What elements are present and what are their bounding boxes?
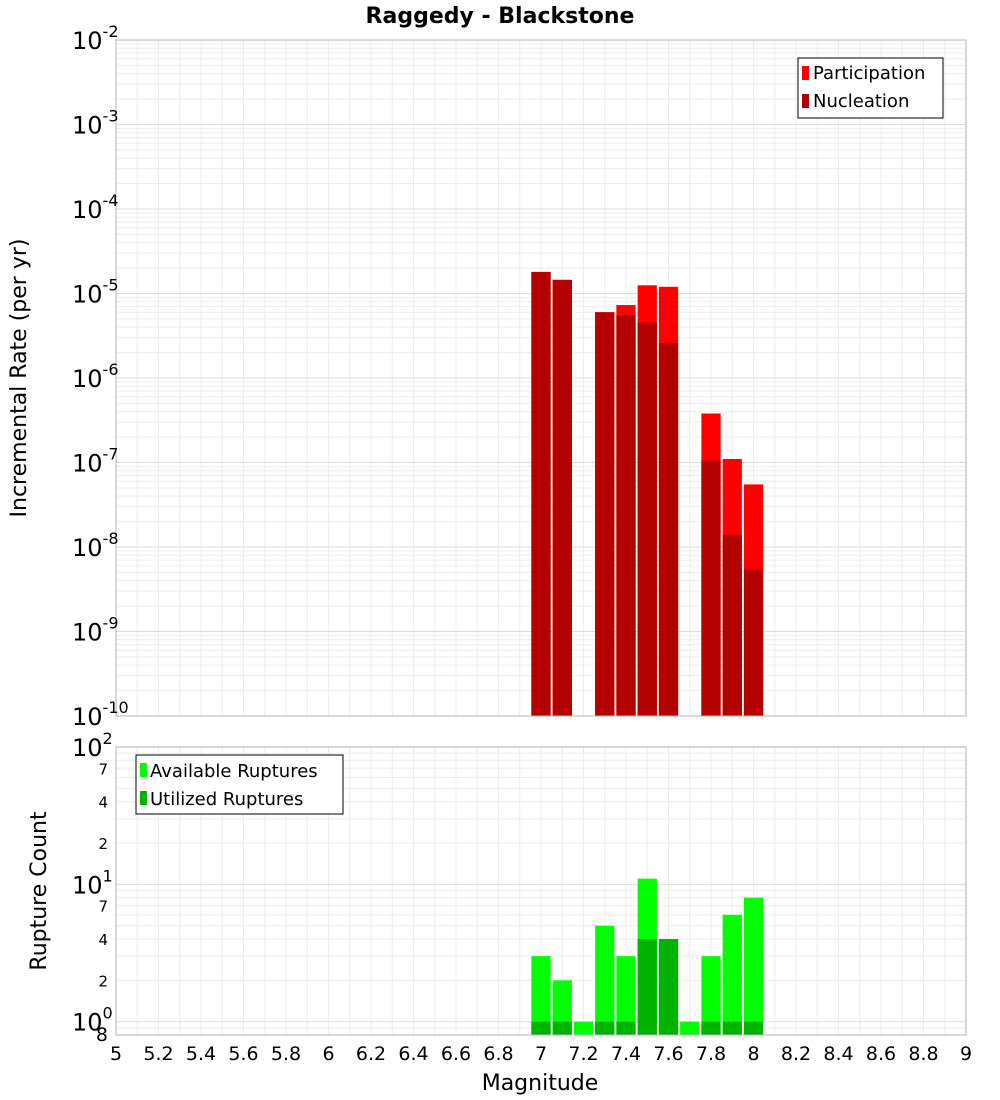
bar-utilized-ruptures-7.4 xyxy=(616,1021,636,1035)
legend-swatch-participation xyxy=(802,66,809,80)
top-legend: Participation Nucleation xyxy=(797,57,944,119)
x-tick-label: 5 xyxy=(110,1043,122,1065)
x-tick-label: 5.8 xyxy=(271,1043,301,1065)
x-tick-label: 6.8 xyxy=(483,1043,513,1065)
bottom-y-minor-tick-label: 2 xyxy=(98,972,108,990)
bar-utilized-ruptures-7 xyxy=(531,1021,551,1035)
bar-nucleation-7 xyxy=(531,271,551,716)
bottom-y-tick-label: 100 xyxy=(72,1004,113,1037)
x-axis-label: Magnitude xyxy=(482,1071,599,1096)
bar-utilized-ruptures-7.6 xyxy=(658,939,679,1035)
x-tick-label: 7.4 xyxy=(611,1043,641,1065)
bar-nucleation-8 xyxy=(743,568,764,716)
x-tick-label: 9 xyxy=(960,1043,972,1065)
top-bars xyxy=(531,271,764,716)
bar-utilized-ruptures-7.3 xyxy=(595,1021,615,1035)
bottom-y-axis-label: Rupture Count xyxy=(27,811,52,971)
bar-available-ruptures-7.7 xyxy=(680,1021,700,1035)
top-y-tick-label: 10-4 xyxy=(72,191,119,224)
top-y-tick-label: 10-5 xyxy=(72,276,119,309)
x-tick-label: 7 xyxy=(535,1043,547,1065)
top-legend-box xyxy=(797,57,944,119)
top-y-axis-label: Incremental Rate (per yr) xyxy=(7,239,32,518)
bar-utilized-ruptures-8 xyxy=(743,1021,764,1035)
top-plot-frame xyxy=(115,39,967,717)
x-tick-label: 6.6 xyxy=(441,1043,471,1065)
bar-nucleation-7.5 xyxy=(637,322,657,716)
x-tick-label: 5.2 xyxy=(143,1043,173,1065)
bar-nucleation-7.9 xyxy=(722,534,742,716)
x-tick-label: 6.2 xyxy=(356,1043,386,1065)
legend-label-nucleation: Nucleation xyxy=(813,91,909,112)
bottom-bars xyxy=(531,878,764,1035)
bottom-y-minor-tick-label: 2 xyxy=(98,835,108,853)
bar-nucleation-7.4 xyxy=(616,315,636,716)
legend-swatch-nucleation xyxy=(802,94,809,108)
top-y-tick-label: 10-7 xyxy=(72,445,119,478)
x-tick-label: 7.8 xyxy=(696,1043,726,1065)
bottom-y-tick-labels: 102 101 100 7 4 2 7 4 2 8 xyxy=(72,729,113,1046)
x-tick-label: 8 xyxy=(747,1043,759,1065)
chart-title: Raggedy - Blackstone xyxy=(366,4,635,29)
bottom-y-minor-tick-label: 4 xyxy=(98,794,108,812)
bottom-y-tick-label: 101 xyxy=(72,866,113,899)
top-y-tick-label: 10-6 xyxy=(72,360,119,393)
top-y-tick-label: 10-3 xyxy=(72,107,119,140)
x-tick-label: 8.6 xyxy=(866,1043,896,1065)
bottom-y-minor-tick-label: 4 xyxy=(98,931,108,949)
bar-nucleation-7.6 xyxy=(658,342,679,716)
top-y-tick-label: 10-10 xyxy=(72,698,129,731)
bottom-y-minor-tick-label: 7 xyxy=(98,898,108,916)
legend-label-participation: Participation xyxy=(813,63,925,84)
x-tick-labels: 5 5.2 5.4 5.6 5.8 6 6.2 6.4 6.6 6.8 7 7.2 7.4 7.6 7.8 8… xyxy=(110,1043,972,1065)
legend-swatch-available-ruptures xyxy=(140,763,147,777)
bar-nucleation-7.1 xyxy=(552,279,572,716)
bar-available-ruptures-7.3 xyxy=(595,925,615,1035)
legend-swatch-utilized-ruptures xyxy=(140,791,147,805)
top-y-tick-label: 10-2 xyxy=(72,22,119,55)
bottom-y-tick-label: 102 xyxy=(72,729,113,762)
legend-label-utilized-ruptures: Utilized Ruptures xyxy=(150,789,303,810)
x-tick-label: 7.2 xyxy=(568,1043,598,1065)
top-y-tick-labels: 10-2 10-3 10-4 10-5 10-6 10-7 10-8 10-9 10-10 xyxy=(72,22,129,731)
x-tick-label: 5.4 xyxy=(186,1043,216,1065)
x-tick-label: 8.4 xyxy=(823,1043,853,1065)
bar-utilized-ruptures-7.1 xyxy=(552,1021,572,1035)
bar-available-ruptures-7.2 xyxy=(573,1021,594,1035)
bottom-y-minor-tick-label: 7 xyxy=(98,760,108,778)
legend-label-available-ruptures: Available Ruptures xyxy=(150,761,318,782)
x-tick-label: 8.2 xyxy=(781,1043,811,1065)
bar-available-ruptures-7.8 xyxy=(701,956,721,1035)
x-tick-label: 7.6 xyxy=(653,1043,683,1065)
bar-available-ruptures-7.1 xyxy=(552,980,572,1035)
x-tick-label: 5.6 xyxy=(228,1043,258,1065)
bar-utilized-ruptures-7.9 xyxy=(722,1021,742,1035)
x-tick-label: 6 xyxy=(322,1043,334,1065)
bar-available-ruptures-7.9 xyxy=(722,914,742,1035)
bottom-y-minor-tick-label: 8 xyxy=(96,1024,108,1046)
x-tick-label: 6.4 xyxy=(398,1043,428,1065)
bottom-legend: Available Ruptures Utilized Ruptures xyxy=(135,754,344,815)
bar-nucleation-7.3 xyxy=(595,312,615,716)
x-tick-label: 8.8 xyxy=(908,1043,938,1065)
bottom-plot-frame xyxy=(115,746,967,1036)
bar-available-ruptures-7.4 xyxy=(616,956,636,1035)
bar-nucleation-7.8 xyxy=(701,460,721,716)
bar-utilized-ruptures-7.8 xyxy=(701,1021,721,1035)
bar-available-ruptures-8 xyxy=(743,897,764,1035)
bar-utilized-ruptures-7.5 xyxy=(637,939,657,1035)
top-y-tick-label: 10-9 xyxy=(72,614,119,647)
top-y-tick-label: 10-8 xyxy=(72,529,119,562)
bottom-legend-box xyxy=(135,754,344,815)
bar-available-ruptures-7 xyxy=(531,956,551,1035)
